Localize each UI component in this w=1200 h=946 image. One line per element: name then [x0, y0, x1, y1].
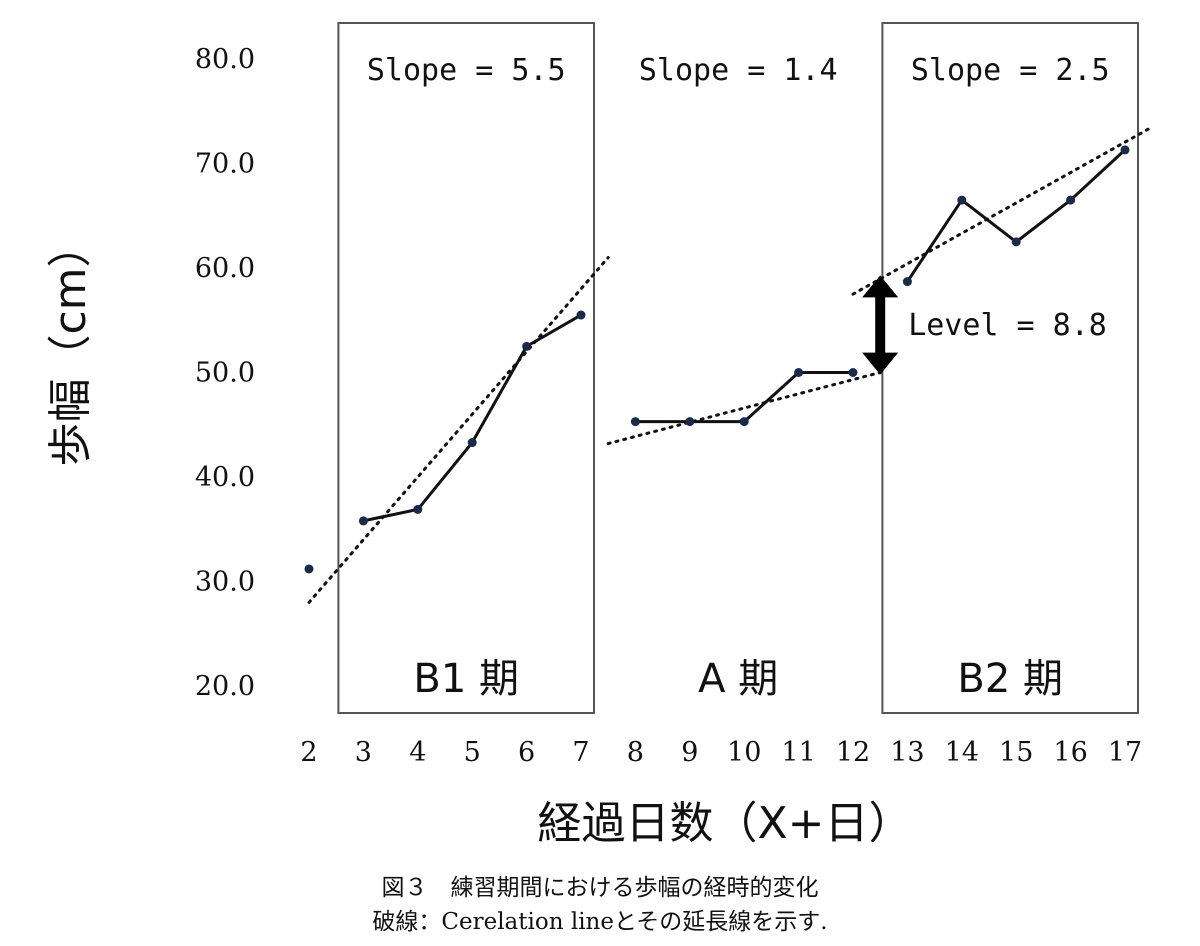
data-point [522, 341, 532, 351]
data-point [794, 368, 804, 377]
y-axis-ticks: 20.0 30.0 40.0 50.0 60.0 70.0 80.0 [195, 44, 255, 702]
figure-caption-title: 図３ 練習期間における歩幅の経時的変化 [381, 875, 819, 901]
y-axis-label: 歩幅（cm） [45, 223, 96, 466]
x-tick-label: 7 [572, 737, 589, 768]
x-tick-label: 2 [300, 737, 317, 768]
data-point [1011, 237, 1021, 247]
x-tick-label: 5 [464, 737, 481, 768]
y-tick-label: 80.0 [195, 44, 255, 75]
x-tick-label: 17 [1108, 737, 1142, 768]
data-point [902, 277, 912, 287]
y-tick-label: 20.0 [195, 671, 255, 702]
x-tick-label: 10 [727, 737, 761, 768]
data-point [1066, 195, 1076, 205]
phase-label: B2 期 [957, 656, 1063, 702]
y-tick-label: 50.0 [195, 358, 255, 389]
data-point [630, 417, 640, 427]
slope-label: Slope = 2.5 [911, 53, 1110, 88]
data-points [304, 145, 1130, 574]
x-tick-label: 15 [999, 737, 1033, 768]
phase-label: B1 期 [413, 656, 519, 702]
x-tick-label: 13 [890, 737, 924, 768]
trend-line-B1 [307, 256, 610, 604]
phase-boxes [337, 22, 1140, 714]
x-tick-label: 11 [781, 737, 815, 768]
y-tick-label: 60.0 [195, 253, 255, 284]
level-arrow [862, 275, 899, 375]
series-line-2 [906, 148, 1127, 283]
x-tick-label: 12 [836, 737, 870, 768]
phase-label: A 期 [698, 656, 778, 702]
trend-line-B2 [851, 125, 1154, 296]
x-tick-label: 16 [1053, 737, 1087, 768]
x-tick-label: 6 [518, 737, 535, 768]
data-point [1120, 145, 1130, 155]
annotations: Slope = 5.5 B1 期 Slope = 1.4 A 期 Slope = 2.5… [367, 53, 1110, 702]
data-point [413, 504, 423, 514]
x-tick-label: 3 [355, 737, 372, 768]
trend-lines [307, 125, 1154, 604]
data-point [358, 516, 368, 526]
phase-box-0 [337, 22, 595, 714]
x-axis-ticks: 2 3 4 5 6 7 8 9 10 11 12 13 14 15 16 17 [300, 737, 1142, 768]
x-tick-label: 8 [627, 737, 644, 768]
data-point [848, 368, 858, 377]
data-point [685, 417, 695, 427]
phase-box-2 [881, 22, 1140, 714]
series-line-0 [363, 313, 582, 523]
chart: 20.0 30.0 40.0 50.0 60.0 70.0 80.0 2 3 4 5 6 7 8 9 10 1… [45, 22, 1154, 849]
data-point [957, 195, 967, 205]
data-point [467, 438, 477, 448]
x-tick-label: 14 [945, 737, 979, 768]
data-point [739, 417, 749, 427]
x-tick-label: 9 [681, 737, 698, 768]
slope-label: Slope = 5.5 [367, 53, 566, 88]
y-tick-label: 30.0 [195, 567, 255, 598]
slope-label: Slope = 1.4 [639, 53, 838, 88]
data-point [304, 564, 314, 574]
data-point [576, 310, 586, 320]
x-tick-label: 4 [409, 737, 426, 768]
y-tick-label: 40.0 [195, 462, 255, 493]
figure-caption-note: 破線：Cerelation lineとその延長線を示す. [372, 909, 828, 935]
series-line-1 [635, 371, 853, 424]
level-label: Level = 8.8 [908, 308, 1107, 343]
y-tick-label: 70.0 [195, 149, 255, 180]
x-axis-label: 経過日数（X+日） [537, 798, 912, 849]
trend-line-A [606, 371, 882, 446]
